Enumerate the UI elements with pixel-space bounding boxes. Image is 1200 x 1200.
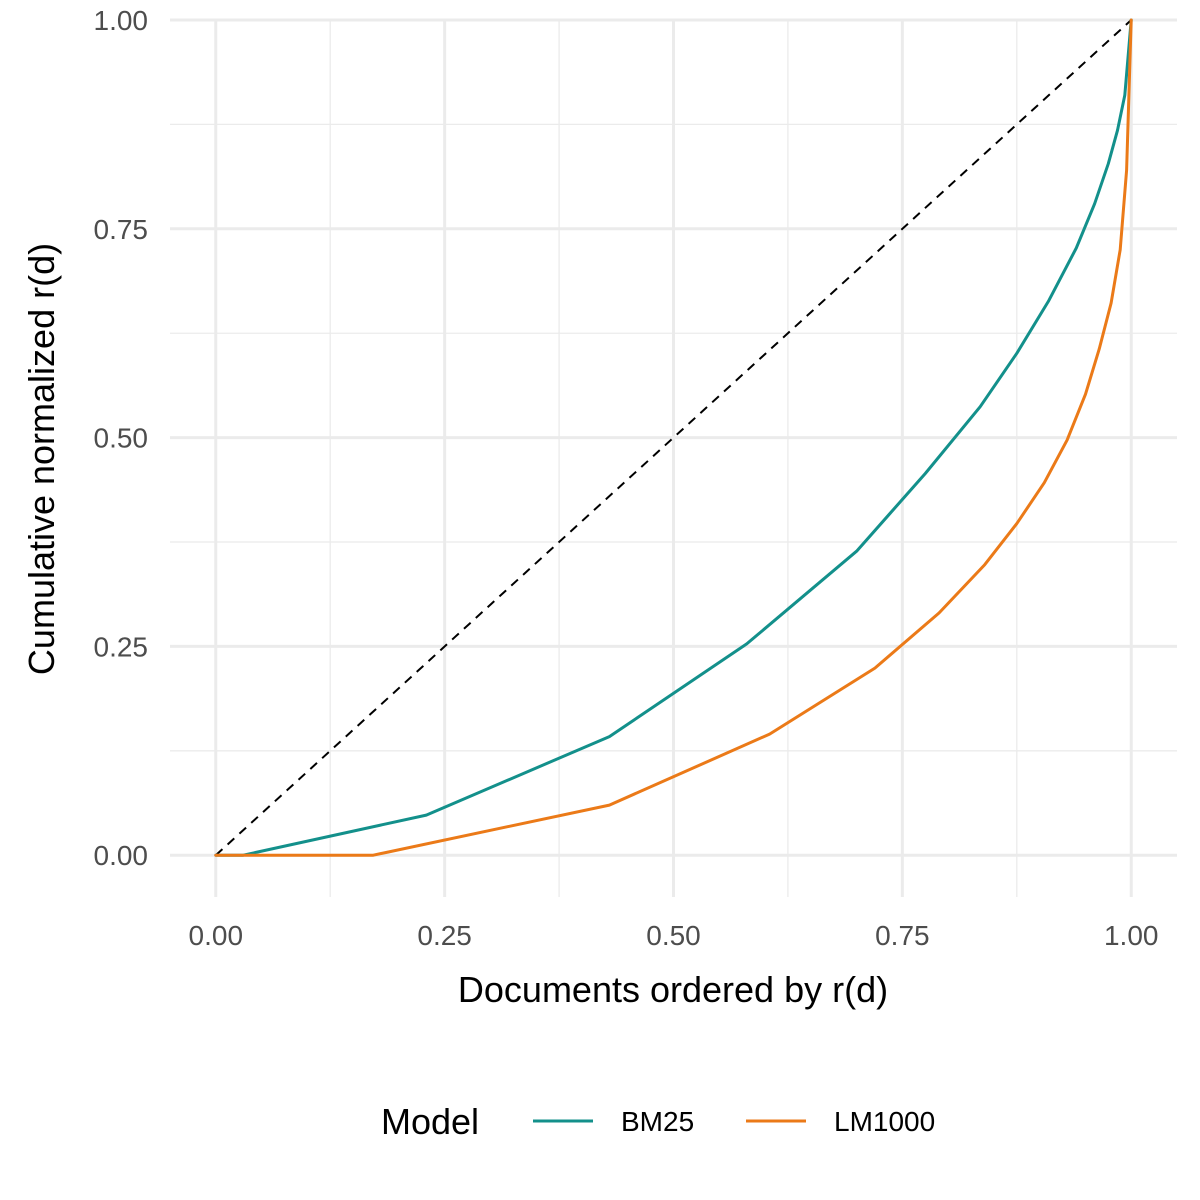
series-line-bm25 bbox=[214, 18, 1133, 857]
y-axis-tick-labels: 0.00 0.25 0.50 0.75 1.00 bbox=[94, 5, 149, 871]
x-tick-label: 1.00 bbox=[1104, 920, 1159, 951]
x-tick-label: 0.50 bbox=[646, 920, 701, 951]
y-axis-title: Cumulative normalized r(d) bbox=[21, 243, 62, 675]
legend-title: Model bbox=[381, 1101, 479, 1142]
x-axis-tick-labels: 0.00 0.25 0.50 0.75 1.00 bbox=[189, 920, 1159, 951]
series-lines bbox=[214, 18, 1133, 857]
y-tick-label: 0.50 bbox=[94, 423, 149, 454]
y-tick-label: 0.00 bbox=[94, 840, 149, 871]
reference-diagonal bbox=[215, 19, 1132, 856]
x-tick-label: 0.25 bbox=[417, 920, 472, 951]
series-line-lm1000 bbox=[214, 18, 1133, 857]
legend: Model BM25 LM1000 bbox=[381, 1101, 935, 1142]
x-tick-label: 0.75 bbox=[875, 920, 930, 951]
y-tick-label: 0.25 bbox=[94, 631, 149, 662]
legend-label-bm25: BM25 bbox=[621, 1106, 694, 1137]
reference-line bbox=[215, 19, 1132, 856]
x-axis-title: Documents ordered by r(d) bbox=[458, 969, 888, 1010]
x-tick-label: 0.00 bbox=[189, 920, 244, 951]
major-gridlines bbox=[170, 18, 1177, 897]
y-tick-label: 1.00 bbox=[94, 5, 149, 36]
y-tick-label: 0.75 bbox=[94, 214, 149, 245]
legend-label-lm1000: LM1000 bbox=[834, 1106, 935, 1137]
